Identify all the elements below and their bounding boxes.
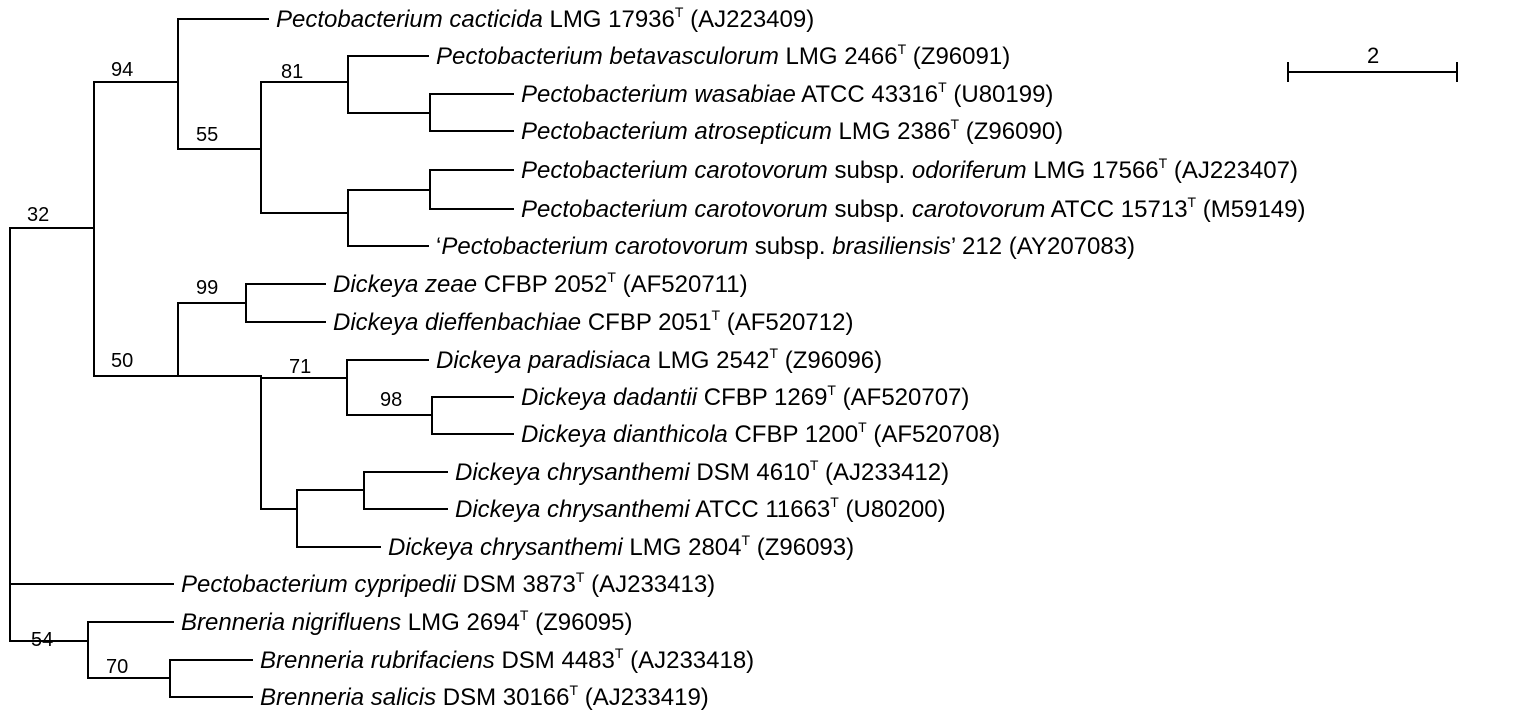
taxon-labels: Pectobacterium cacticida LMG 17936T (AJ2… [181,4,1306,711]
taxon-label-bsal: Brenneria salicis DSM 30166T (AJ233419) [260,682,709,711]
bootstrap-value: 32 [27,204,49,226]
taxon-label-pcod: Pectobacterium carotovorum subsp. odorif… [521,155,1298,184]
bootstrap-value: 54 [31,629,53,651]
taxon-label-ddia: Dickeya dianthicola CFBP 1200T (AF520708… [521,419,1000,448]
bootstrap-values: 32 94 55 81 50 99 71 98 54 70 [27,59,402,678]
bootstrap-value: 71 [289,356,311,378]
bootstrap-value: 98 [380,389,402,411]
taxon-label-pcac: Pectobacterium cacticida LMG 17936T (AJ2… [276,4,814,33]
taxon-label-dch3: Dickeya chrysanthemi LMG 2804T (Z96093) [388,532,854,561]
scale-bar: 2 [1287,43,1458,82]
taxon-label-pbet: Pectobacterium betavasculorum LMG 2466T … [436,41,1010,70]
taxon-label-dpar: Dickeya paradisiaca LMG 2542T (Z96096) [436,345,882,374]
taxon-label-pwas: Pectobacterium wasabiae ATCC 43316T (U80… [521,79,1053,108]
taxon-label-bnig: Brenneria nigrifluens LMG 2694T (Z96095) [181,607,632,636]
bootstrap-value: 55 [196,124,218,146]
taxon-label-dch1: Dickeya chrysanthemi DSM 4610T (AJ233412… [455,457,949,486]
taxon-label-pcyp: Pectobacterium cypripedii DSM 3873T (AJ2… [181,569,715,598]
bootstrap-value: 94 [111,59,133,81]
taxon-label-ddie: Dickeya dieffenbachiae CFBP 2051T (AF520… [333,307,853,336]
bootstrap-value: 70 [106,656,128,678]
taxon-label-dzea: Dickeya zeae CFBP 2052T (AF520711) [333,269,748,298]
taxon-label-patr: Pectobacterium atrosepticum LMG 2386T (Z… [521,116,1063,145]
bootstrap-value: 99 [196,277,218,299]
bootstrap-value: 81 [281,61,303,83]
taxon-label-pcbr: ‘Pectobacterium carotovorum subsp. brasi… [436,233,1135,260]
bootstrap-value: 50 [111,350,133,372]
taxon-label-ddad: Dickeya dadantii CFBP 1269T (AF520707) [521,382,969,411]
tree-branches [9,18,514,698]
taxon-label-pccc: Pectobacterium carotovorum subsp. caroto… [521,194,1306,223]
scale-bar-label: 2 [1367,43,1379,68]
taxon-label-dch2: Dickeya chrysanthemi ATCC 11663T (U80200… [455,494,946,523]
taxon-label-brub: Brenneria rubrifaciens DSM 4483T (AJ2334… [260,645,754,674]
